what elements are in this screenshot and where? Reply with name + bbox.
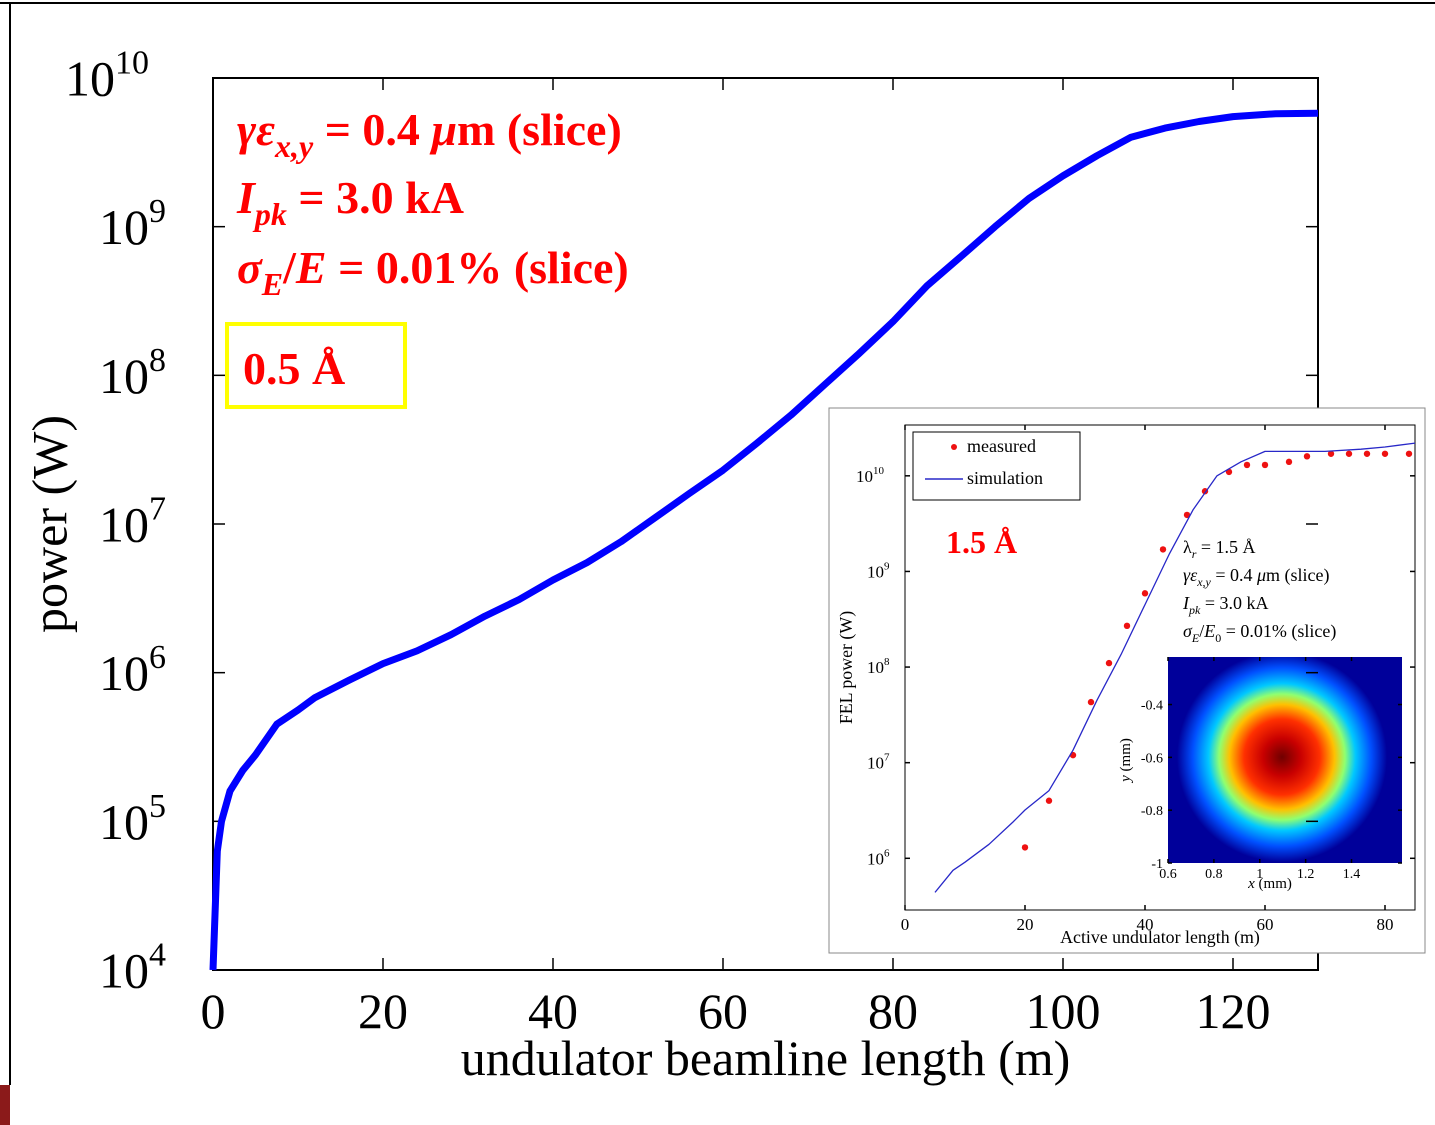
heatmap-x-label: x (mm): [1247, 876, 1292, 892]
y-tick-label: -0.8: [1141, 804, 1163, 819]
main-annotations: γεx,y = 0.4 μm (slice) Ipk = 3.0 kA σE/E…: [227, 104, 629, 407]
y-tick-exponent: 9: [884, 560, 890, 572]
x-tick-label: 20: [1017, 915, 1034, 934]
marker: [1124, 623, 1130, 629]
y-tick-base: 10: [867, 562, 884, 581]
y-tick-exponent: 9: [149, 193, 166, 230]
y-tick-base: 10: [65, 51, 115, 107]
y-tick-base: 10: [99, 645, 149, 701]
y-tick-exponent: 6: [149, 639, 166, 676]
legend-marker: [951, 444, 957, 450]
marker: [1286, 459, 1292, 465]
y-tick-exponent: 4: [149, 937, 166, 974]
marker: [1046, 798, 1052, 804]
y-tick-base: 10: [99, 497, 149, 553]
y-axis-label: FEL power (W): [836, 611, 857, 724]
x-axis-label: undulator beamline length (m): [461, 1030, 1071, 1086]
y-tick-base: 10: [99, 943, 149, 999]
y-tick-label: -1: [1151, 857, 1163, 872]
x-tick-label: 1.2: [1297, 867, 1315, 882]
annotation: Ipk = 3.0 kA: [236, 172, 464, 232]
legend-label: simulation: [967, 468, 1043, 488]
y-tick-label: 107: [99, 491, 166, 553]
y-tick-exponent: 5: [149, 788, 166, 825]
marker: [1160, 546, 1166, 552]
x-tick-label: 80: [1377, 915, 1394, 934]
corner-bar: [0, 1085, 10, 1125]
y-tick-base: 10: [99, 348, 149, 404]
y-tick-base: 10: [867, 754, 884, 773]
y-tick-label: 108: [99, 342, 166, 404]
y-tick-label: 109: [99, 193, 166, 255]
marker: [1304, 453, 1310, 459]
annotation: 0.5 Å: [243, 343, 345, 394]
x-tick-label: 20: [358, 983, 408, 1039]
x-tick-label: 1: [1256, 867, 1263, 882]
y-tick-exponent: 10: [873, 465, 885, 477]
y-tick-label: 106: [99, 639, 166, 701]
annotation: γεx,y = 0.4 μm (slice): [237, 104, 622, 164]
marker: [1346, 451, 1352, 457]
marker: [1406, 451, 1412, 457]
x-axis-label: Active undulator length (m): [1060, 927, 1260, 948]
y-tick-label: -0.6: [1141, 751, 1163, 766]
x-tick-label: 120: [1196, 983, 1271, 1039]
x-tick-label: 1.4: [1343, 867, 1361, 882]
x-tick-label: 0.8: [1205, 867, 1223, 882]
inset-annotation: 1.5 Å: [946, 524, 1017, 560]
y-tick-base: 10: [867, 849, 884, 868]
y-tick-base: 10: [856, 467, 873, 486]
y-axis-label: power (W): [21, 415, 77, 633]
y-tick-label: 1010: [65, 45, 149, 107]
y-tick-exponent: 7: [884, 752, 890, 764]
y-tick-exponent: 10: [115, 45, 149, 82]
y-tick-label: 104: [99, 937, 166, 999]
marker: [1022, 844, 1028, 850]
marker: [1142, 590, 1148, 596]
marker: [1382, 451, 1388, 457]
y-tick-exponent: 6: [884, 847, 890, 859]
y-tick-exponent: 8: [149, 342, 166, 379]
y-tick-base: 10: [99, 199, 149, 255]
x-tick-label: 0: [201, 983, 226, 1039]
y-tick-label: -0.4: [1141, 698, 1163, 713]
y-tick-base: 10: [99, 794, 149, 850]
x-tick-label: 0: [901, 915, 910, 934]
y-tick-base: 10: [867, 658, 884, 677]
y-tick-exponent: 7: [149, 491, 166, 528]
y-tick-label: 105: [99, 788, 166, 850]
marker: [1364, 451, 1370, 457]
beam-image: [1168, 657, 1402, 863]
marker: [1244, 462, 1250, 468]
marker: [1262, 462, 1268, 468]
legend-label: measured: [967, 436, 1036, 456]
marker: [1088, 699, 1094, 705]
annotation: σE/E = 0.01% (slice): [237, 242, 629, 302]
y-tick-exponent: 8: [884, 656, 890, 668]
marker: [1106, 660, 1112, 666]
heatmap-y-label: y (mm): [1118, 738, 1134, 784]
page: γεx,y = 0.4 μm (slice) Ipk = 3.0 kA σE/E…: [0, 0, 1435, 1125]
